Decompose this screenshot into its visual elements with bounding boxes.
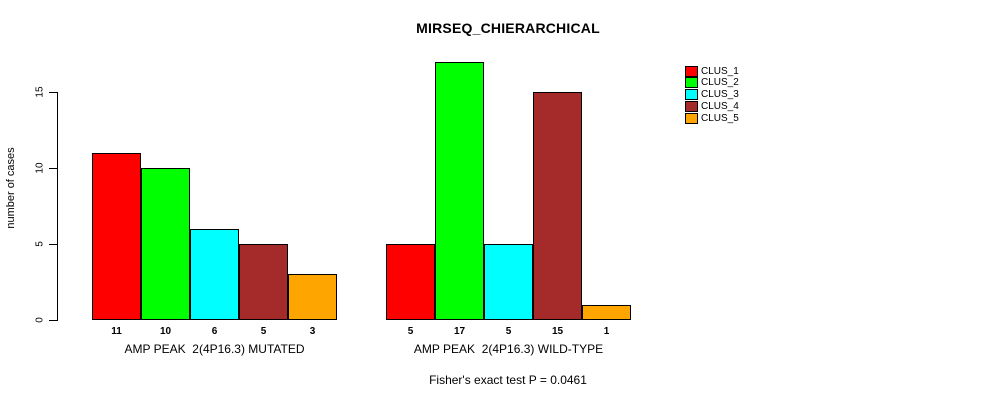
y-axis-tick	[49, 244, 57, 245]
legend-label-clus_1: CLUS_1	[701, 65, 739, 77]
bar-clus_4-group2	[533, 92, 582, 320]
bar-value-label: 6	[211, 326, 218, 337]
legend-swatch-clus_3	[685, 89, 698, 100]
bar-clus_2-group1	[141, 168, 190, 320]
legend-label-clus_4: CLUS_4	[701, 100, 739, 112]
y-tick-label: 15	[34, 86, 46, 98]
bar-value-label: 17	[453, 326, 466, 337]
bar-value-label: 11	[111, 326, 122, 337]
bar-clus_1-group2	[386, 244, 435, 320]
bar-value-label: 3	[309, 326, 316, 337]
legend-swatch-clus_2	[685, 77, 698, 89]
chart-title: MIRSEQ_CHIERARCHICAL	[416, 20, 600, 36]
y-tick-label: 0	[34, 317, 46, 323]
bar-clus_1-group1	[92, 152, 141, 320]
bar-value-label: 1	[603, 326, 610, 337]
bar-value-label: 5	[505, 326, 512, 337]
bar-clus_5-group1	[288, 274, 337, 320]
bar-value-label: 5	[260, 326, 267, 337]
y-tick-label: 10	[34, 162, 46, 174]
fisher-test-footnote: Fisher's exact test P = 0.0461	[429, 373, 587, 387]
legend-label-clus_3: CLUS_3	[701, 89, 739, 100]
y-axis-tick	[49, 168, 57, 169]
bar-value-label: 5	[407, 326, 414, 337]
y-axis-tick	[49, 92, 57, 93]
group-label-2: AMP PEAK 2(4P16.3) WILD-TYPE	[413, 342, 604, 356]
bar-clus_2-group2	[435, 61, 484, 320]
bar-value-label: 15	[551, 326, 564, 337]
legend-swatch-clus_4	[685, 100, 698, 112]
bar-value-label: 10	[159, 326, 172, 337]
y-axis-line	[57, 92, 58, 321]
bar-clus_3-group2	[484, 244, 533, 320]
bar-clus_5-group2	[582, 304, 631, 320]
y-tick-label: 5	[34, 241, 46, 247]
legend-label-clus_5: CLUS_5	[701, 112, 739, 124]
y-axis-label: number of cases	[5, 147, 17, 229]
bar-clus_3-group1	[190, 228, 239, 320]
legend-swatch-clus_1	[685, 65, 698, 77]
legend-label-clus_2: CLUS_2	[701, 77, 739, 89]
legend-swatch-clus_5	[685, 112, 698, 124]
y-axis-tick	[49, 320, 57, 321]
group-label-1: AMP PEAK 2(4P16.3) MUTATED	[124, 342, 305, 356]
bar-clus_4-group1	[239, 244, 288, 320]
